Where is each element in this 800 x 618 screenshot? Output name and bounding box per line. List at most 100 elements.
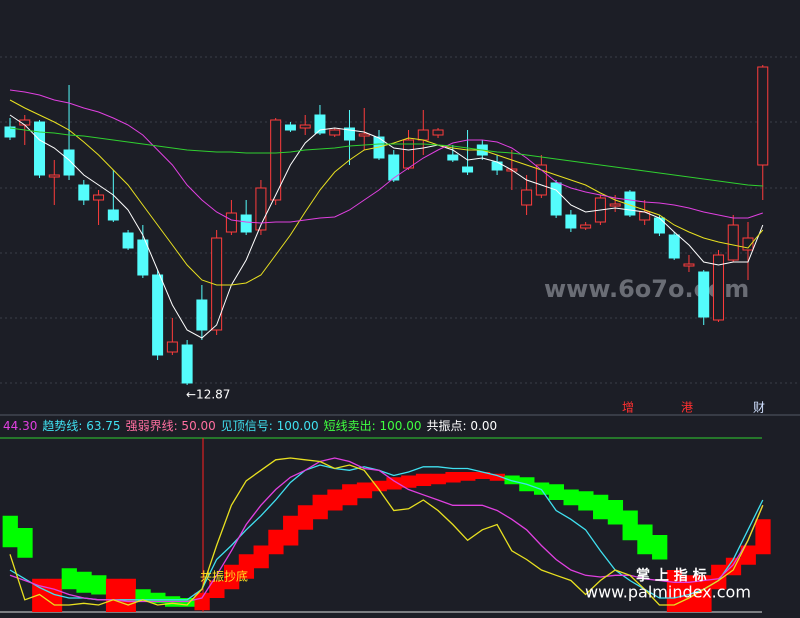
- candle-body: [580, 224, 592, 229]
- candle-body: [565, 214, 577, 229]
- moving-average-line: [9, 99, 764, 286]
- trend-block: [150, 592, 166, 604]
- candle-body: [447, 154, 459, 161]
- candle-body: [535, 164, 547, 196]
- candle-body: [93, 194, 105, 201]
- signal-label: 共振抄底: [200, 569, 248, 584]
- candle-body: [432, 129, 444, 136]
- header-item: 44.30: [3, 419, 38, 433]
- candle-body: [166, 341, 178, 353]
- candle-body: [34, 121, 46, 176]
- trend-block: [327, 489, 343, 511]
- candle-body: [388, 154, 400, 181]
- candle-body: [417, 129, 429, 141]
- header-item: 短线卖出: 100.00: [323, 419, 422, 433]
- trend-block: [474, 472, 491, 479]
- trend-block: [194, 592, 210, 611]
- trend-block: [401, 475, 417, 488]
- moving-average-line: [9, 89, 763, 224]
- candle-body: [107, 209, 119, 221]
- indicator-line: [9, 457, 764, 606]
- trend-block: [504, 475, 520, 485]
- watermark: www.palmindex.com: [585, 583, 751, 602]
- candle-body: [698, 271, 710, 318]
- candle-body: [358, 133, 370, 137]
- trend-block: [268, 529, 284, 555]
- trend-block: [415, 473, 432, 486]
- trend-block: [17, 528, 33, 558]
- trend-block: [312, 494, 328, 520]
- indicator-line: [9, 457, 764, 603]
- indicator-line: [9, 464, 764, 601]
- candle-body: [48, 174, 60, 178]
- trend-block: [593, 494, 609, 520]
- candle-body: [609, 203, 621, 207]
- header-item: 共振点: 0.00: [426, 419, 498, 433]
- candle-body: [314, 114, 326, 134]
- trend-block: [740, 545, 756, 565]
- trend-block: [105, 578, 122, 612]
- trend-block: [607, 500, 624, 525]
- grid: [0, 56, 800, 384]
- trend-block: [46, 578, 63, 612]
- candle-body: [462, 166, 474, 173]
- candle-body: [491, 161, 503, 171]
- moving-average-line: [9, 114, 764, 339]
- low-annotation: ←12.87: [186, 388, 230, 402]
- trend-block: [681, 575, 697, 612]
- header-item: 见顶信号: 100.00: [220, 419, 319, 433]
- trend-block: [224, 564, 240, 590]
- candle-body: [78, 184, 90, 201]
- candle-body: [4, 126, 16, 138]
- trend-block: [61, 568, 77, 590]
- trend-block: [489, 473, 505, 481]
- candle-body: [727, 224, 739, 261]
- candle-body: [255, 187, 267, 231]
- moving-average-line: [9, 127, 763, 187]
- trend-block: [76, 571, 92, 593]
- candle-body: [63, 149, 75, 176]
- trend-block: [371, 480, 387, 492]
- trend-block: [342, 484, 358, 506]
- candle-body: [211, 237, 223, 331]
- trend-block: [666, 570, 683, 612]
- candle-body: [270, 119, 282, 201]
- event-mark: 港: [681, 401, 693, 415]
- event-mark: 财: [753, 401, 765, 415]
- trend-block: [283, 515, 299, 546]
- header-item: 趋势线: 63.75: [42, 419, 121, 433]
- trend-block: [755, 519, 771, 555]
- trend-block: [652, 535, 668, 560]
- indicator-panel: [2, 457, 771, 612]
- candle-body: [137, 239, 149, 276]
- candle-body: [742, 237, 754, 251]
- candle-body: [712, 254, 724, 321]
- trend-block: [445, 472, 461, 483]
- candle-body: [668, 234, 680, 259]
- trend-block: [430, 473, 446, 485]
- trend-block: [135, 589, 151, 602]
- trend-block: [563, 489, 579, 506]
- header-item: 强弱界线: 50.00: [125, 419, 216, 433]
- candle-body: [225, 212, 237, 233]
- trend-block: [386, 477, 402, 490]
- candle-body: [299, 124, 311, 129]
- trend-block: [622, 510, 638, 541]
- candle-body: [240, 214, 252, 233]
- candle-body: [152, 274, 164, 356]
- watermark: 掌 上 指 标: [636, 567, 707, 584]
- trend-block: [253, 545, 269, 569]
- trend-block: [533, 482, 550, 495]
- candle-body: [284, 124, 296, 131]
- candle-body: [196, 299, 208, 331]
- trend-block: [548, 484, 564, 500]
- trend-block: [179, 598, 195, 607]
- trend-block: [2, 515, 18, 548]
- trend-block: [578, 491, 594, 511]
- trend-block: [460, 472, 476, 481]
- trend-block: [356, 482, 373, 499]
- candle-body: [329, 129, 341, 136]
- candle-body: [757, 66, 769, 166]
- candle-body: [683, 263, 695, 267]
